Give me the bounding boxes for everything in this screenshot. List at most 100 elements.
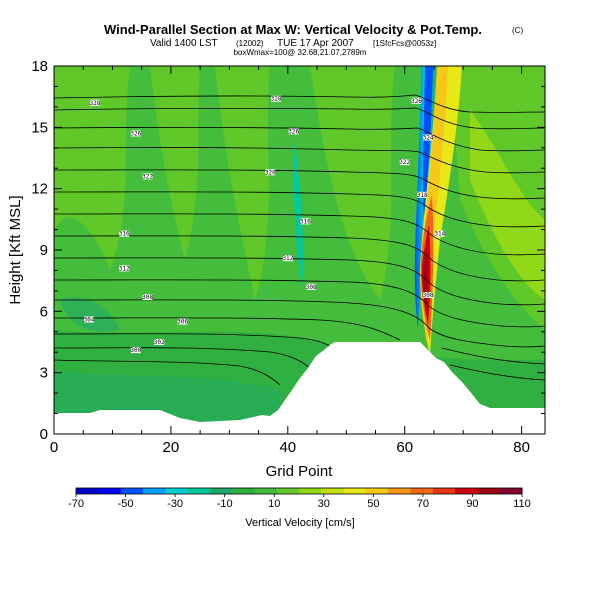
- field-light-band-4: [310, 66, 395, 300]
- contour-label-bg: [306, 283, 317, 290]
- colorbar-tick-label: -50: [118, 498, 134, 510]
- colorbar-swatch: [365, 488, 389, 494]
- contour-labels: 328 326 322 316 312 308 304 306 302 300 328 326 320 3…: [84, 95, 446, 354]
- contour-label: 314: [434, 231, 445, 238]
- contour-label: 316: [119, 231, 130, 238]
- contour-line: [54, 126, 545, 152]
- contour-label-bg: [417, 191, 428, 198]
- field-dark-patch: [60, 296, 120, 332]
- y-tick-label: 6: [40, 303, 48, 320]
- y-tick-label: 18: [31, 58, 48, 75]
- contour-line: [54, 191, 545, 228]
- colorbar-frame: [75, 487, 523, 495]
- colorbar-tick-label: 50: [367, 498, 379, 510]
- colorbar-tick-label: 30: [318, 498, 330, 510]
- contour-label-bg: [434, 230, 445, 237]
- contour-label-bg: [130, 130, 141, 137]
- colorbar-tick-label: 110: [513, 498, 531, 510]
- x-tick-label: 20: [163, 439, 180, 456]
- contour-label: 302: [154, 339, 165, 346]
- contour-line: [54, 279, 545, 328]
- colorbar-swatch: [98, 488, 122, 494]
- y-tick-label: 0: [40, 426, 48, 443]
- colorbar-swatch: [343, 488, 367, 494]
- contour-line: [54, 299, 545, 348]
- downdraft-core: [423, 66, 433, 220]
- contour-line: [54, 347, 311, 369]
- contour-label-bg: [288, 128, 299, 135]
- contour-line: [54, 94, 545, 113]
- contour-label-bg: [177, 318, 188, 325]
- colorbar-swatch: [76, 488, 99, 494]
- terrain-mask: [54, 342, 545, 434]
- contour-label: 312: [282, 255, 293, 262]
- contour-line: [54, 169, 545, 200]
- contour-label-bg: [423, 134, 434, 141]
- subtitle-box: boxWmax=100@ 32.68,21.07,2789m: [234, 48, 367, 57]
- subtitle-run: (12002): [236, 39, 264, 48]
- contour-label-bg: [423, 291, 434, 298]
- contour-line: [54, 359, 281, 386]
- colorbar-swatch: [209, 488, 233, 494]
- contour-label: 326: [411, 98, 422, 105]
- contour-label-bg: [119, 265, 130, 272]
- x-tick-label: 60: [396, 439, 413, 456]
- field-light-band-1: [54, 66, 130, 270]
- y-tick-label: 9: [40, 242, 48, 259]
- contour-label: 326: [288, 128, 299, 135]
- x-tick-label: 80: [513, 439, 530, 456]
- contour-label: 306: [177, 319, 188, 326]
- contour-label: 322: [142, 173, 153, 180]
- contour-label: 308: [306, 284, 317, 291]
- colorbar-label: Vertical Velocity [cm/s]: [245, 517, 354, 529]
- theta-contours: [54, 94, 545, 386]
- chart-title: Wind-Parallel Section at Max W: Vertical…: [104, 22, 482, 37]
- colorbar-swatch: [432, 488, 456, 494]
- subtitle-valid: Valid 1400 LST: [150, 38, 218, 49]
- subtitle-date: TUE 17 Apr 2007: [277, 38, 354, 49]
- y-tick-label: 15: [31, 119, 48, 136]
- contour-label-bg: [300, 218, 311, 225]
- contour-label: 312: [119, 265, 130, 272]
- contour-label-bg: [130, 347, 141, 354]
- colorbar-swatch: [321, 488, 345, 494]
- x-tick-label: 0: [50, 439, 58, 456]
- contour-label-bg: [411, 97, 422, 104]
- contour-label-bg: [265, 169, 276, 176]
- contour-label: 322: [399, 159, 410, 166]
- contour-label-bg: [142, 294, 153, 301]
- contour-line: [54, 213, 545, 256]
- x-axis-label: Grid Point: [266, 463, 334, 480]
- contour-line: [54, 317, 401, 341]
- contour-line: [54, 107, 545, 130]
- contour-label-bg: [271, 95, 282, 102]
- contour-label: 308: [423, 292, 434, 299]
- colorbar-swatch: [499, 488, 523, 494]
- colorbar-swatch: [165, 488, 188, 494]
- contour-line: [441, 347, 545, 365]
- colorbar-swatch: [388, 488, 411, 494]
- contour-line: [54, 333, 341, 353]
- colorbar-tick-label: -30: [167, 498, 183, 510]
- contour-label: 320: [265, 169, 276, 176]
- axes: 0 20 40 60 80 0 3 6 9 12 15 18: [31, 58, 545, 456]
- contour-label-bg: [142, 173, 153, 180]
- contour-label: 308: [142, 294, 153, 301]
- contour-label: 316: [300, 218, 311, 225]
- colorbar-swatch: [187, 488, 211, 494]
- contour-line: [54, 235, 545, 282]
- contour-label: 324: [423, 135, 434, 142]
- colorbar-tick-label: 10: [268, 498, 280, 510]
- contour-label: 300: [130, 347, 141, 354]
- colorbar-swatch: [142, 488, 166, 494]
- contour-line: [54, 147, 545, 174]
- contour-line: [449, 364, 545, 381]
- field-light-band-2: [150, 66, 200, 260]
- x-tick-label: 40: [279, 439, 296, 456]
- subtitle-tag: [1SfcFcs@0053z]: [373, 39, 436, 48]
- colorbar-swatch: [410, 488, 434, 494]
- colorbar-swatch: [299, 488, 322, 494]
- colorbar: -70 -50 -30 -10 10 30 50 70 90 110: [68, 487, 531, 510]
- colorbar-swatch: [477, 488, 501, 494]
